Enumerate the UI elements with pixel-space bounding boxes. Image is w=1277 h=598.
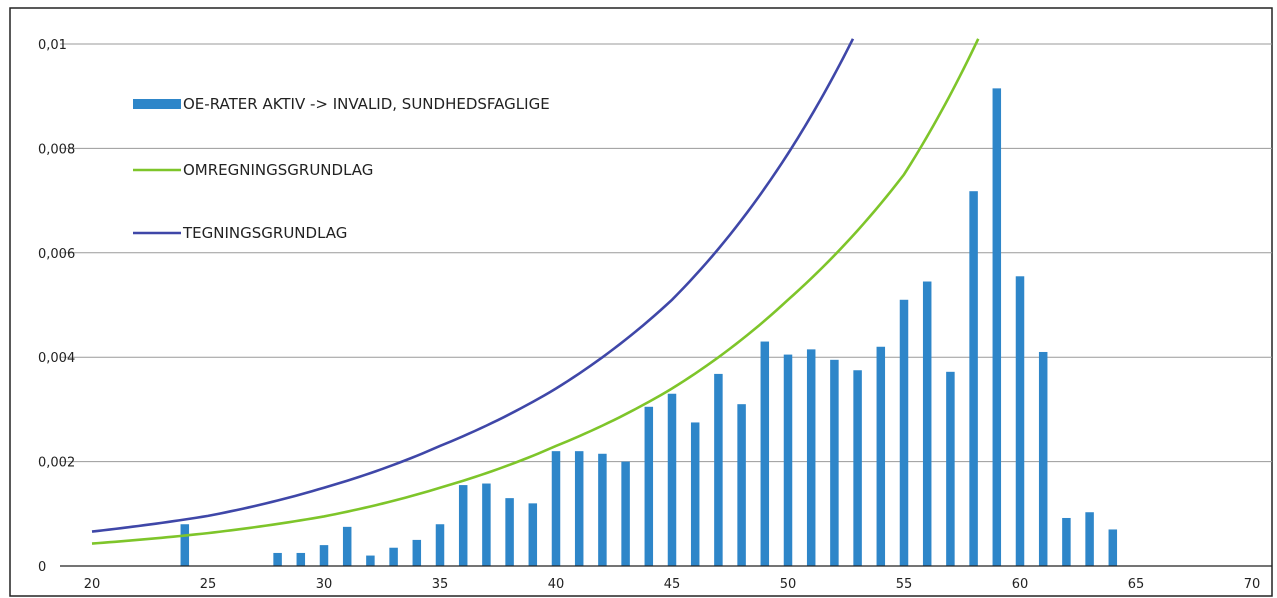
bar (644, 406, 654, 566)
bar (319, 545, 329, 566)
legend-swatch-bar (133, 99, 181, 109)
y-tick-label: 0 (38, 560, 46, 575)
x-tick-label: 50 (780, 577, 797, 592)
x-tick-label: 55 (896, 577, 913, 592)
y-tick-label: 0,004 (38, 351, 75, 366)
line-series (91, 38, 980, 545)
bar (621, 461, 630, 566)
bar (992, 88, 1002, 567)
bar (969, 191, 978, 567)
axes: 0 0,002 0,004 0,006 0,008 0,01 20 25 30 35 40 45 50 5… (38, 38, 1272, 592)
bar (574, 451, 584, 566)
x-tick-label: 20 (84, 577, 101, 592)
x-tick-label: 30 (316, 577, 333, 592)
x-tick-label: 25 (200, 577, 217, 592)
bar (458, 485, 468, 566)
legend-label: OE-RATER AKTIV -> INVALID, SUNDHEDSFAGLI… (183, 95, 550, 113)
bar (830, 359, 839, 566)
bar (296, 552, 306, 566)
bar (853, 370, 862, 566)
bar-series (180, 88, 1118, 567)
bar (737, 404, 746, 566)
bar (180, 524, 190, 566)
x-tick-label: 40 (548, 577, 565, 592)
bar (1108, 529, 1118, 566)
legend-label: TEGNINGSGRUNDLAG (182, 224, 347, 242)
bar (342, 526, 352, 566)
bar (435, 524, 445, 566)
bar (1062, 517, 1071, 566)
bar (1015, 276, 1025, 566)
legend-item-omregningsgrundlag: OMREGNINGSGRUNDLAG (133, 161, 373, 179)
bar (946, 371, 955, 566)
y-tick-label: 0,002 (38, 456, 75, 471)
bar (714, 373, 723, 566)
legend-item-oe-rater: OE-RATER AKTIV -> INVALID, SUNDHEDSFAGLI… (133, 95, 550, 113)
y-tick-label: 0,01 (38, 38, 67, 53)
bar (783, 354, 793, 566)
page-frame (9, 7, 1273, 597)
gridlines (60, 43, 1272, 463)
y-tick-label: 0,008 (38, 142, 75, 157)
x-tick-label: 45 (664, 577, 681, 592)
bar (1085, 512, 1094, 566)
bar (389, 547, 398, 566)
bar (667, 393, 677, 566)
omregningsgrundlag-line (91, 38, 980, 545)
bar (505, 498, 514, 566)
legend-item-tegningsgrundlag: TEGNINGSGRUNDLAG (133, 224, 347, 242)
y-tick-label: 0,006 (38, 247, 75, 262)
bar (899, 299, 909, 566)
x-tick-label: 60 (1012, 577, 1029, 592)
bar (366, 555, 375, 566)
x-tick-label: 65 (1128, 577, 1145, 592)
bar (551, 451, 561, 566)
x-tick-label: 35 (432, 577, 449, 592)
bar (690, 422, 700, 566)
bar (528, 503, 538, 566)
tegningsgrundlag-line (91, 38, 855, 533)
bar (760, 341, 770, 566)
legend-label: OMREGNINGSGRUNDLAG (183, 161, 373, 179)
bar (922, 281, 932, 566)
x-tick-label: 70 (1244, 577, 1261, 592)
bar (1038, 351, 1048, 566)
bar (598, 453, 607, 566)
bar (412, 539, 422, 566)
legend: OE-RATER AKTIV -> INVALID, SUNDHEDSFAGLI… (133, 95, 550, 242)
bar (806, 349, 816, 566)
bar (482, 483, 491, 566)
bar (876, 346, 886, 566)
bar (273, 552, 282, 566)
